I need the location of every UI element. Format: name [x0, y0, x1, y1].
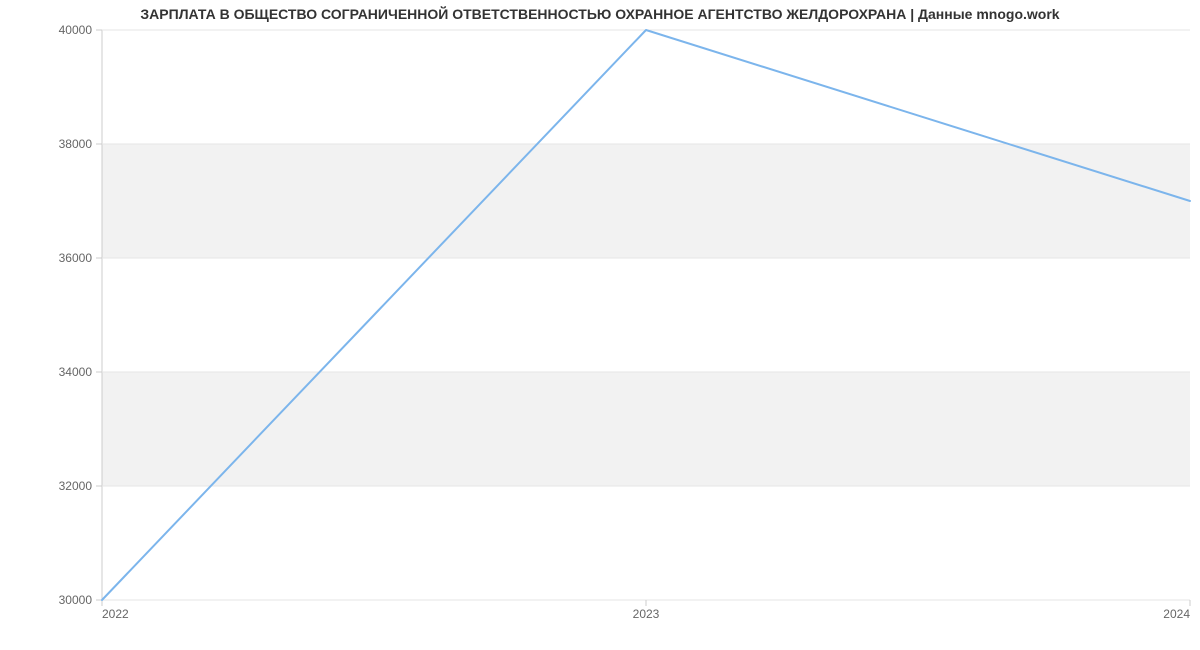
x-tick-label: 2023 [633, 607, 660, 621]
y-tick-label: 36000 [59, 251, 93, 265]
x-tick-label: 2022 [102, 607, 129, 621]
y-tick-label: 40000 [59, 23, 93, 37]
x-tick-label: 2024 [1163, 607, 1190, 621]
y-tick-label: 30000 [59, 593, 93, 607]
salary-line-chart: ЗАРПЛАТА В ОБЩЕСТВО СОГРАНИЧЕННОЙ ОТВЕТС… [0, 0, 1200, 650]
y-tick-label: 38000 [59, 137, 93, 151]
series-line-salary [102, 30, 1190, 600]
chart-svg: 30000 32000 34000 36000 38000 40000 2022 2023 20… [0, 0, 1200, 650]
chart-title: ЗАРПЛАТА В ОБЩЕСТВО СОГРАНИЧЕННОЙ ОТВЕТС… [0, 6, 1200, 22]
y-tick-label: 32000 [59, 479, 93, 493]
y-tick-label: 34000 [59, 365, 93, 379]
